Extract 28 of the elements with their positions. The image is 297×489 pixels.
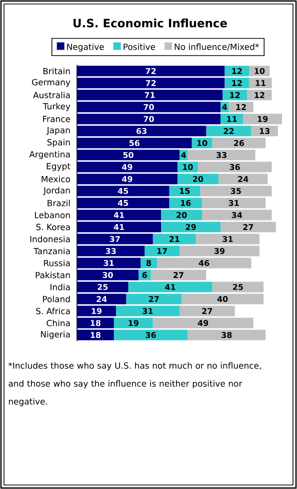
legend-label: Positive: [124, 43, 156, 50]
y-tick-label: Turkey: [42, 102, 70, 112]
y-tick-label: S. Africa: [36, 308, 70, 314]
y-tick-label: Lebanon: [35, 212, 70, 218]
chart-title: U.S. Economic Influence: [74, 18, 227, 28]
y-tick-label: Nigeria: [41, 330, 70, 340]
y-tick-label: Jordan: [43, 186, 70, 196]
text: *Includes those who say U.S. has not much or no influence, and those who say the influence is neither positive nor negative.: [8, 362, 261, 406]
y-tick-label: Russia: [44, 260, 70, 266]
y-tick-label: Egypt: [46, 163, 70, 171]
y-tick-label: S. Korea: [36, 224, 70, 230]
y-tick-label: Mexico: [42, 176, 70, 182]
y-tick-label: France: [43, 116, 70, 122]
y-tick-label: Poland: [43, 296, 70, 302]
y-tick-label: Brazil: [48, 200, 70, 206]
y-tick-label: Pakistan: [36, 272, 70, 278]
y-tick-label: Spain: [47, 138, 70, 148]
y-tick-label: Tanzania: [34, 248, 70, 254]
y-tick-label: India: [50, 284, 70, 290]
legend-label: Negative: [67, 43, 104, 52]
y-tick-label: Indonesia: [30, 236, 70, 242]
y-tick-label: Argentina: [29, 150, 70, 160]
y-tick-label: Germany: [32, 78, 70, 88]
y-tick-label: Britain: [43, 68, 70, 74]
legend-label: No influence/Mixed*: [174, 43, 259, 51]
y-tick-label: China: [46, 320, 70, 326]
y-tick-label: Japan: [46, 127, 70, 135]
y-tick-label: Australia: [33, 92, 70, 98]
